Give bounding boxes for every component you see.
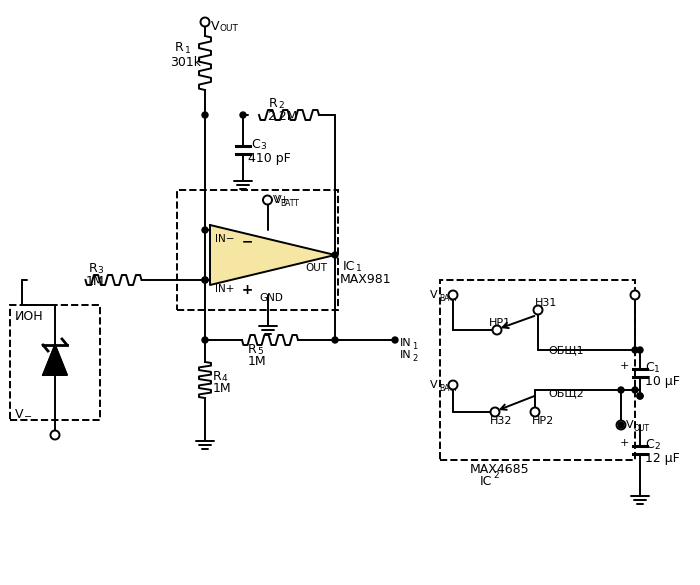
Text: R: R — [269, 97, 278, 110]
Circle shape — [533, 305, 542, 315]
Text: 2: 2 — [654, 442, 659, 451]
Circle shape — [637, 347, 643, 353]
Text: ИОН: ИОН — [15, 310, 43, 323]
Circle shape — [491, 408, 500, 417]
Circle shape — [631, 291, 640, 300]
Text: −: − — [232, 235, 253, 249]
Text: V+: V+ — [274, 195, 289, 205]
Text: ОБЩ1: ОБЩ1 — [548, 345, 584, 355]
Text: HP2: HP2 — [532, 416, 554, 426]
Text: BATT: BATT — [439, 384, 458, 393]
Text: V: V — [211, 20, 220, 33]
Text: MAX981: MAX981 — [340, 273, 391, 286]
Circle shape — [632, 387, 638, 393]
Text: +: + — [232, 283, 253, 297]
Text: V: V — [15, 408, 24, 421]
Circle shape — [617, 421, 626, 429]
Circle shape — [263, 195, 272, 205]
Text: 410 pF: 410 pF — [248, 152, 290, 165]
Text: C: C — [645, 361, 654, 374]
Text: +: + — [620, 361, 629, 371]
Circle shape — [202, 227, 208, 233]
Text: −: − — [24, 412, 32, 422]
Circle shape — [449, 291, 458, 300]
Bar — [440, 280, 635, 460]
Text: C: C — [251, 138, 260, 151]
Circle shape — [618, 387, 624, 393]
Text: +: + — [620, 438, 629, 448]
Text: OUT: OUT — [219, 24, 238, 33]
Text: 3: 3 — [260, 142, 266, 151]
Text: V: V — [430, 290, 438, 300]
Text: 1: 1 — [654, 365, 659, 374]
Circle shape — [202, 277, 208, 283]
Text: 1M: 1M — [213, 382, 232, 395]
Text: C: C — [645, 438, 654, 451]
Text: 12 μF: 12 μF — [645, 452, 680, 465]
Text: R: R — [248, 343, 257, 356]
Text: IN: IN — [400, 350, 412, 360]
Circle shape — [618, 422, 624, 428]
Circle shape — [449, 380, 458, 390]
Text: V: V — [272, 195, 279, 205]
Text: HP1: HP1 — [489, 318, 511, 328]
Circle shape — [392, 337, 398, 343]
Circle shape — [332, 337, 338, 343]
Circle shape — [632, 347, 638, 353]
Circle shape — [240, 112, 246, 118]
Text: 2: 2 — [493, 471, 498, 480]
Circle shape — [50, 431, 60, 439]
Text: R: R — [213, 370, 222, 383]
Text: BATT: BATT — [281, 199, 300, 208]
Circle shape — [202, 337, 208, 343]
Text: IN: IN — [400, 338, 412, 348]
Text: 1: 1 — [356, 264, 362, 273]
Text: 3: 3 — [97, 266, 104, 275]
Circle shape — [637, 393, 643, 399]
Text: R: R — [88, 262, 97, 275]
Circle shape — [531, 408, 540, 417]
Polygon shape — [210, 225, 335, 285]
Text: ОБЩ2: ОБЩ2 — [548, 388, 584, 398]
Text: 10 μF: 10 μF — [645, 375, 680, 388]
Text: 2: 2 — [412, 354, 417, 363]
Text: BATT: BATT — [439, 294, 458, 303]
Bar — [10, 305, 100, 420]
Text: 2.2M: 2.2M — [267, 110, 298, 123]
Text: H32: H32 — [490, 416, 512, 426]
Text: 301k: 301k — [170, 56, 201, 69]
Text: 1: 1 — [185, 46, 190, 55]
Circle shape — [637, 393, 643, 399]
Text: MAX4685: MAX4685 — [470, 463, 530, 476]
Bar — [177, 190, 338, 310]
Circle shape — [202, 112, 208, 118]
Text: IN−: IN− — [215, 234, 235, 244]
Text: 1M: 1M — [248, 355, 267, 368]
Text: IC: IC — [343, 260, 356, 273]
Text: 1M: 1M — [85, 275, 104, 288]
Text: 5: 5 — [257, 347, 262, 356]
Text: GND: GND — [260, 293, 284, 303]
Text: R: R — [175, 41, 183, 54]
Text: V: V — [626, 420, 634, 430]
Circle shape — [202, 277, 208, 283]
Text: V: V — [430, 380, 438, 390]
Circle shape — [493, 325, 501, 335]
Text: 1: 1 — [412, 342, 417, 351]
Circle shape — [332, 252, 338, 258]
Text: IC: IC — [480, 475, 492, 488]
Text: 4: 4 — [222, 374, 228, 383]
Circle shape — [200, 18, 209, 26]
Polygon shape — [43, 345, 67, 375]
Text: OUT: OUT — [634, 424, 650, 433]
Text: 2: 2 — [278, 101, 284, 110]
Text: OUT: OUT — [305, 263, 327, 273]
Text: H31: H31 — [535, 298, 557, 308]
Text: IN+: IN+ — [215, 284, 235, 294]
